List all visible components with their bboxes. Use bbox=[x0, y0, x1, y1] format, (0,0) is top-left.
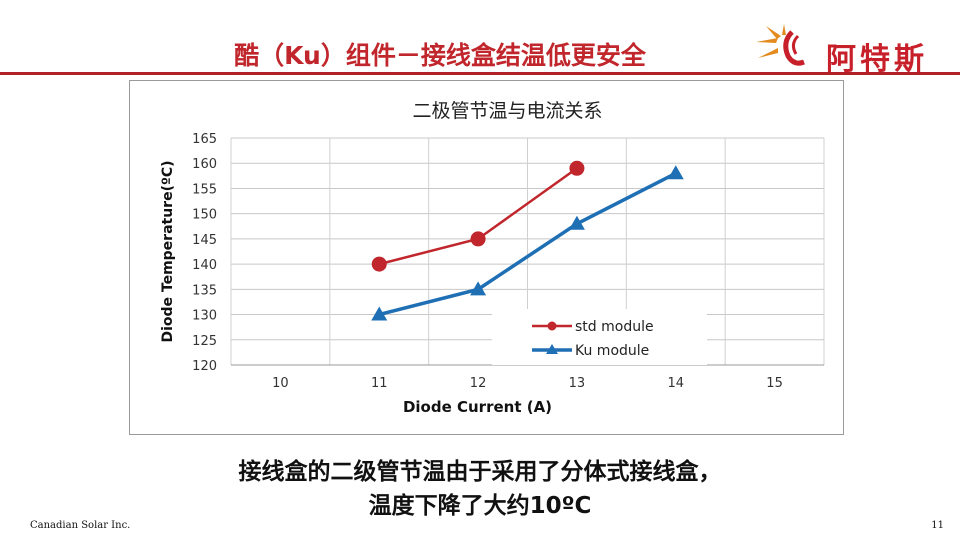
footer-company: Canadian Solar Inc. bbox=[30, 520, 131, 531]
title-underline bbox=[0, 72, 960, 75]
data-point bbox=[568, 215, 585, 230]
x-tick-label: 11 bbox=[371, 376, 388, 391]
data-point bbox=[470, 231, 486, 247]
x-tick-label: 12 bbox=[470, 376, 487, 391]
legend-label: std module bbox=[575, 319, 654, 335]
y-tick-label: 150 bbox=[192, 208, 217, 223]
legend-label: Ku module bbox=[575, 343, 649, 359]
y-tick-label: 135 bbox=[192, 283, 217, 298]
series-line-std-module bbox=[378, 167, 578, 266]
legend-marker bbox=[547, 321, 557, 331]
y-axis-label: Diode Temperature(ºC) bbox=[160, 160, 176, 342]
y-tick-label: 160 bbox=[192, 157, 217, 172]
x-tick-label: 15 bbox=[766, 376, 783, 391]
y-tick-label: 140 bbox=[192, 258, 217, 273]
x-axis-label: Diode Current (A) bbox=[403, 398, 552, 416]
y-tick-label: 125 bbox=[192, 334, 217, 349]
y-tick-label: 130 bbox=[192, 309, 217, 324]
chart-frame: 二极管节温与电流关系 120 125 130 135 140 145 150 155 160 165… bbox=[129, 80, 844, 435]
data-point bbox=[569, 160, 585, 176]
series-line-Ku-module bbox=[378, 171, 677, 317]
data-point bbox=[470, 281, 487, 296]
page-title-text: 酷（Ku）组件－接线盒结温低更安全 bbox=[234, 41, 646, 70]
logo-text: 阿特斯 bbox=[826, 42, 928, 77]
y-tick-label: 165 bbox=[192, 132, 217, 147]
data-point bbox=[667, 165, 684, 180]
page-number: 11 bbox=[931, 520, 944, 531]
caption-line-2: 温度下降了大约10ºC bbox=[368, 493, 592, 519]
line-chart: 二极管节温与电流关系 120 125 130 135 140 145 150 155 160 165… bbox=[160, 100, 825, 416]
data-point bbox=[371, 306, 388, 321]
caption-line-1: 接线盒的二级管节温由于采用了分体式接线盒， bbox=[238, 459, 722, 485]
data-point bbox=[371, 256, 387, 272]
page-title: 酷（Ku）组件－接线盒结温低更安全 bbox=[0, 36, 960, 72]
y-tick-label: 120 bbox=[192, 359, 217, 374]
x-tick-label: 14 bbox=[667, 376, 684, 391]
chart-title: 二极管节温与电流关系 bbox=[412, 100, 602, 122]
legend-marker bbox=[546, 344, 558, 354]
y-tick-label: 145 bbox=[192, 233, 217, 248]
x-tick-label: 10 bbox=[272, 376, 289, 391]
sun-logo-icon bbox=[756, 24, 805, 66]
y-tick-label: 155 bbox=[192, 182, 217, 197]
legend-box bbox=[492, 309, 707, 365]
x-tick-label: 13 bbox=[569, 376, 586, 391]
